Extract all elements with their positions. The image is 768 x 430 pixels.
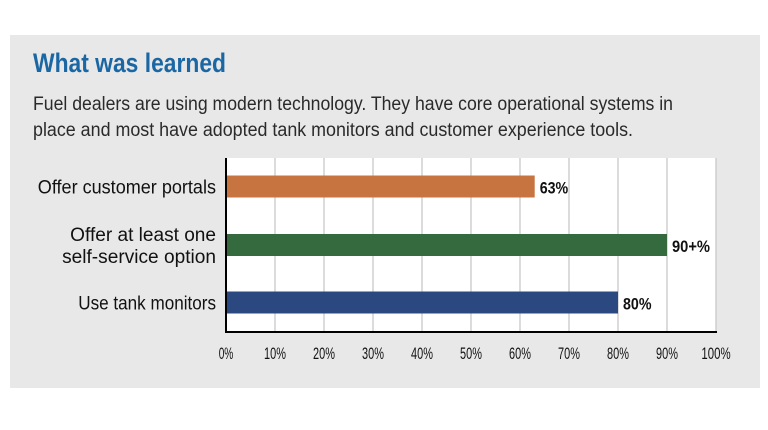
x-tick-label: 40% xyxy=(411,344,433,363)
x-tick-label: 60% xyxy=(509,344,531,363)
bar xyxy=(226,234,667,256)
x-tick-label: 0% xyxy=(219,344,234,363)
x-tick-label: 30% xyxy=(362,344,384,363)
data-label: 90+% xyxy=(672,237,710,256)
x-tick-label: 80% xyxy=(607,344,629,363)
chart-subtitle-line-1: Fuel dealers are using modern technology… xyxy=(33,94,673,115)
x-tick-label: 20% xyxy=(313,344,335,363)
data-label: 63% xyxy=(540,179,569,198)
x-tick-label: 50% xyxy=(460,344,482,363)
chart-subtitle-line-2: place and most have adopted tank monitor… xyxy=(33,120,633,141)
bar xyxy=(226,291,618,314)
chart-title: What was learned xyxy=(33,48,226,78)
bar xyxy=(226,175,535,198)
x-tick-label: 90% xyxy=(656,344,678,363)
category-label: self-service option xyxy=(62,247,216,268)
x-tick-label: 10% xyxy=(264,344,286,363)
x-tick-label: 100% xyxy=(701,344,730,363)
category-label: Use tank monitors xyxy=(78,294,216,315)
x-tick-label: 70% xyxy=(558,344,580,363)
data-label: 80% xyxy=(623,295,652,314)
category-label: Offer customer portals xyxy=(38,178,216,199)
category-label: Offer at least one xyxy=(70,225,216,246)
